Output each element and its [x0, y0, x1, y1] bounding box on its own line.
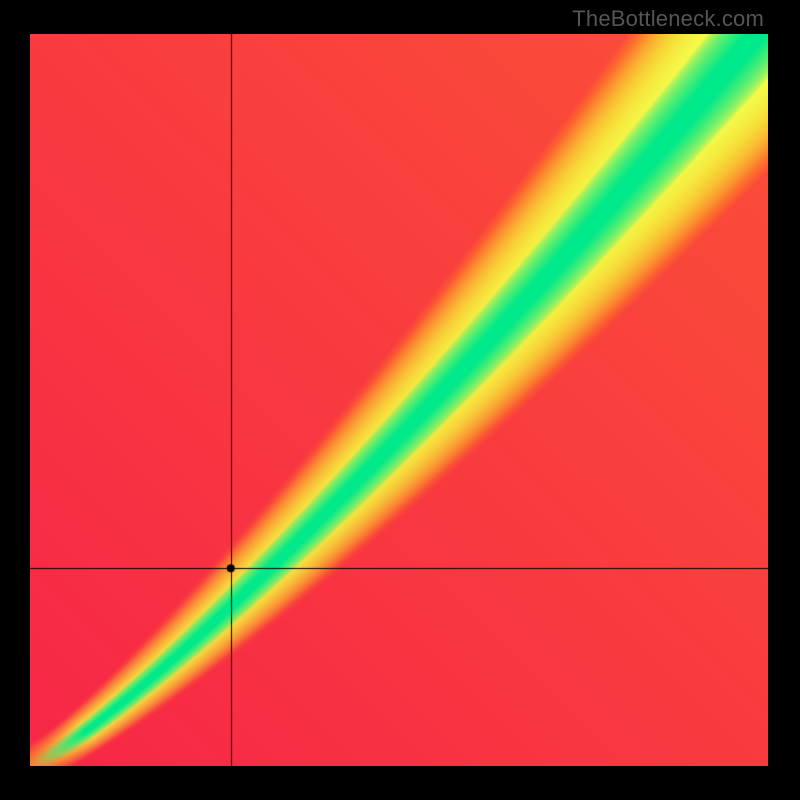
watermark-text: TheBottleneck.com [572, 6, 764, 32]
chart-container: { "watermark": { "text": "TheBottleneck.… [0, 0, 800, 800]
bottleneck-heatmap [30, 34, 768, 766]
